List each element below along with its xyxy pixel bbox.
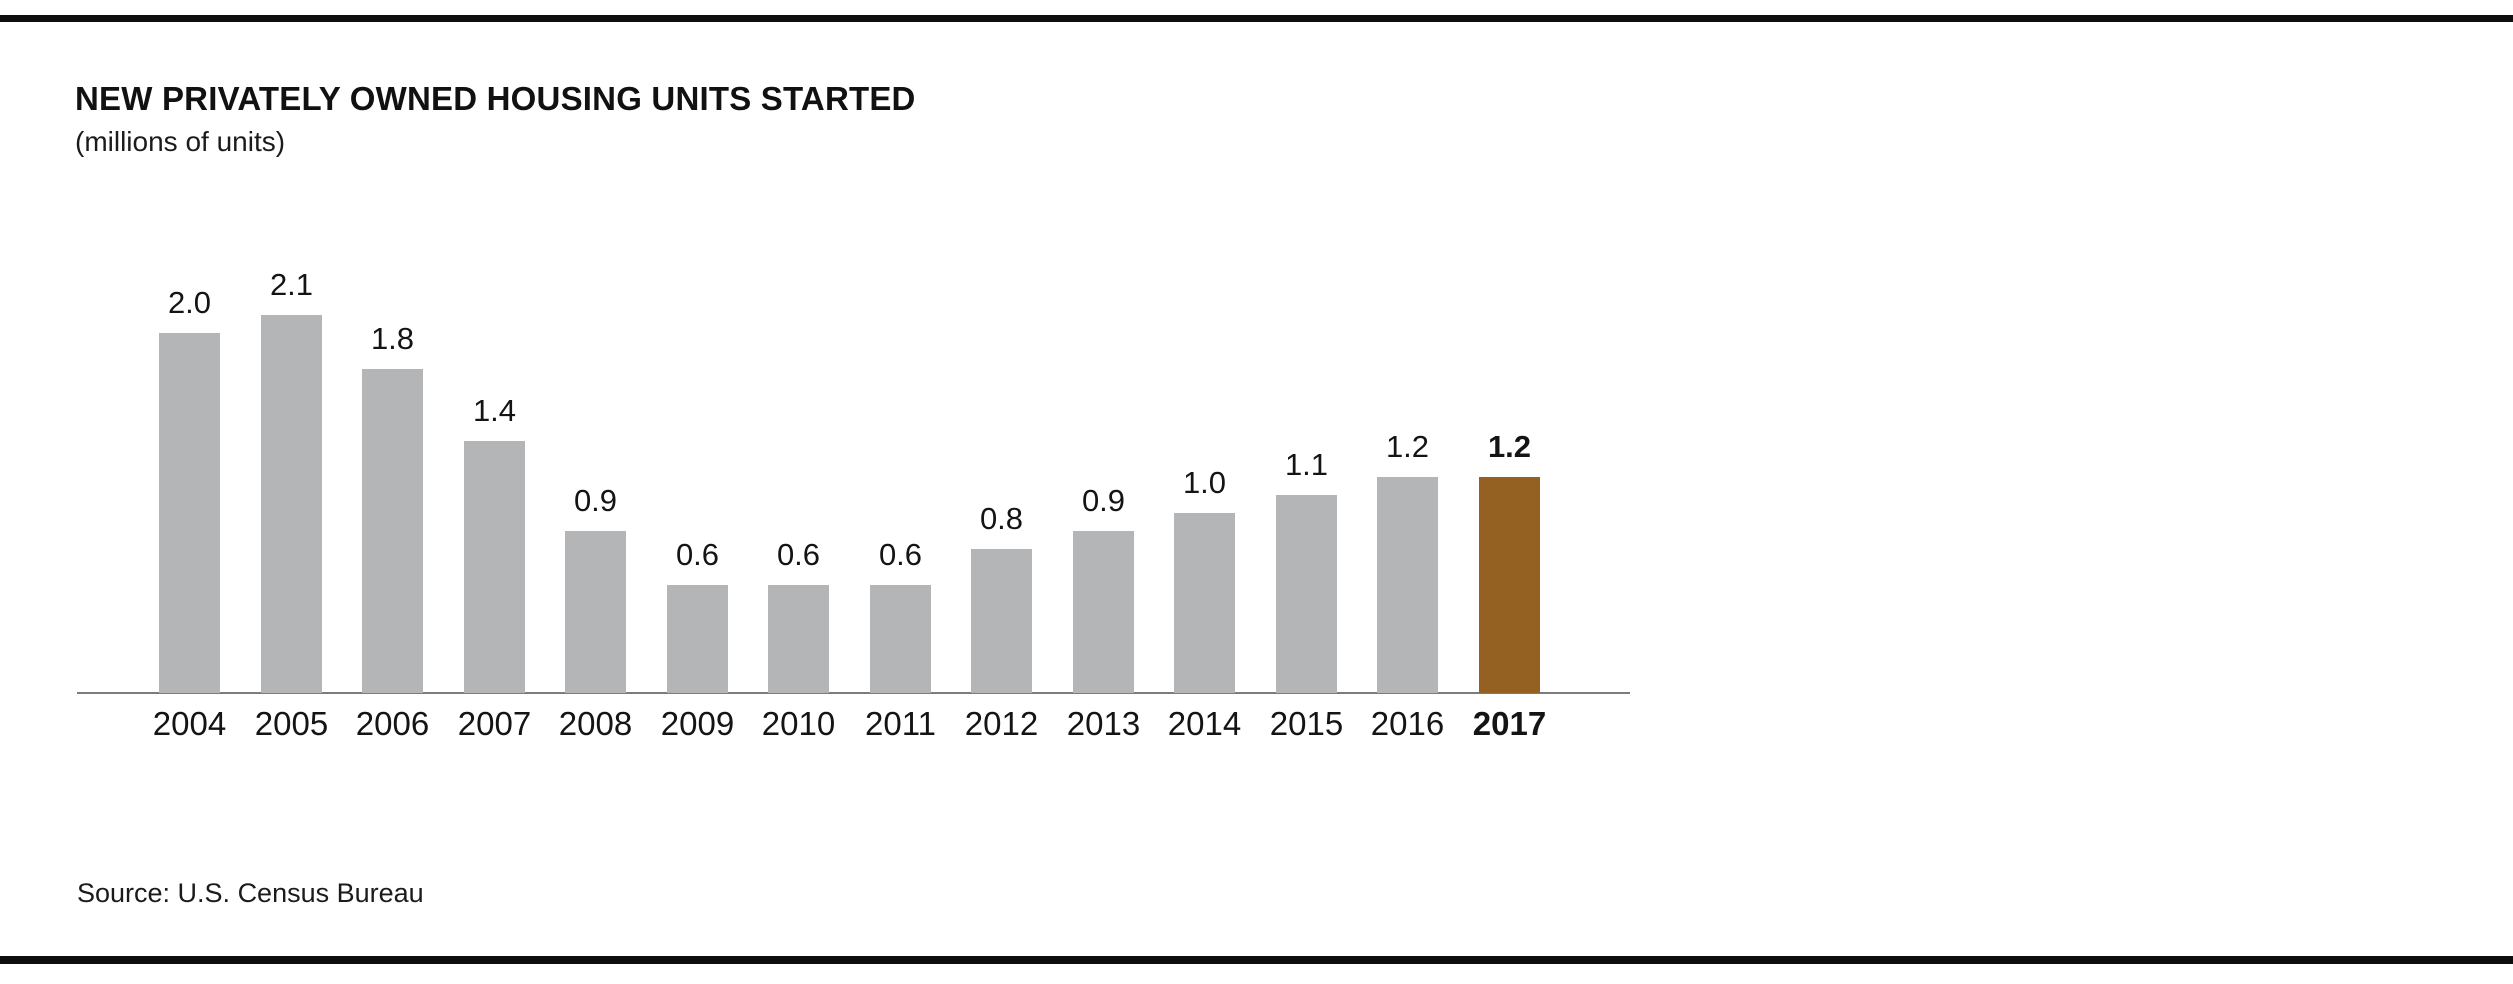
bar-value-label: 2.0	[167, 285, 212, 320]
bar-year-label: 2014	[1167, 705, 1242, 742]
bar-value-label: 1.0	[1182, 465, 1227, 500]
bar-value-label: 0.9	[1081, 483, 1126, 518]
bar-value-label: 0.6	[675, 537, 720, 572]
bar-value-label: 1.1	[1284, 447, 1329, 482]
bar-year-label: 2007	[457, 705, 532, 742]
bar-highlighted	[1479, 477, 1540, 693]
bar-value-label: 0.6	[776, 537, 821, 572]
bar-year-label: 2006	[355, 705, 430, 742]
bar-year-label: 2004	[152, 705, 227, 742]
bar-value-label: 1.2	[1385, 429, 1430, 464]
bar	[565, 531, 626, 693]
x-axis-line	[77, 692, 1630, 694]
bar-year-label: 2012	[964, 705, 1039, 742]
bar-value-label: 1.2	[1487, 429, 1532, 464]
bar	[768, 585, 829, 693]
bar	[159, 333, 220, 693]
bar-year-label: 2015	[1269, 705, 1344, 742]
chart-title: NEW PRIVATELY OWNED HOUSING UNITS STARTE…	[75, 80, 916, 117]
bar-year-label: 2011	[865, 705, 936, 742]
bar-year-label: 2005	[254, 705, 329, 742]
bar	[1174, 513, 1235, 693]
bar	[464, 441, 525, 693]
bar-value-label: 1.4	[472, 393, 517, 428]
bar-value-label: 0.6	[878, 537, 923, 572]
bar-year-label: 2017	[1472, 705, 1547, 742]
bar-year-label: 2008	[558, 705, 633, 742]
bar	[870, 585, 931, 693]
bar	[261, 315, 322, 693]
bar	[1276, 495, 1337, 693]
bar	[667, 585, 728, 693]
bar-year-label: 2010	[761, 705, 836, 742]
bar	[1377, 477, 1438, 693]
bar-year-label: 2009	[660, 705, 735, 742]
bar-year-label: 2016	[1370, 705, 1445, 742]
bar-value-label: 0.8	[979, 501, 1024, 536]
chart-subtitle: (millions of units)	[75, 126, 286, 157]
source-note: Source: U.S. Census Bureau	[77, 878, 424, 908]
bar-value-label: 1.8	[370, 321, 415, 356]
bar-value-label: 2.1	[269, 267, 314, 302]
bar	[971, 549, 1032, 693]
bar-value-label: 0.9	[573, 483, 618, 518]
bottom-rule	[0, 956, 2513, 964]
bar	[1073, 531, 1134, 693]
bar	[362, 369, 423, 693]
bar-year-label: 2013	[1066, 705, 1141, 742]
top-rule	[0, 15, 2513, 22]
